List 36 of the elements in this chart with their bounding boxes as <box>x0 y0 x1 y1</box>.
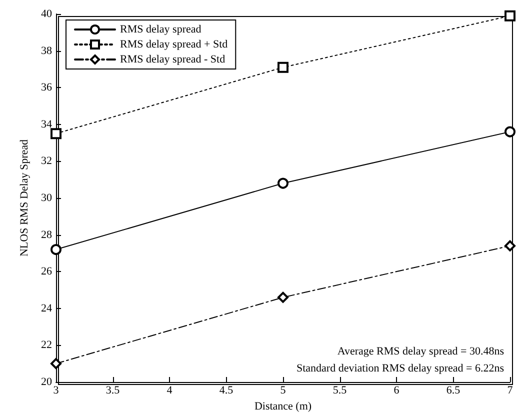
point <box>50 244 62 256</box>
legend-label: RMS delay spread - Std <box>120 54 226 66</box>
point <box>50 128 62 140</box>
point <box>278 62 288 73</box>
y-tick-label: 38 <box>41 44 52 57</box>
legend-label: RMS delay spread <box>120 24 202 36</box>
x-tick-label: 3.5 <box>106 384 120 396</box>
x-tick-label: 6.5 <box>446 384 461 396</box>
x-tick-label: 5 <box>280 384 286 396</box>
y-tick-label: 22 <box>41 339 52 352</box>
x-tick-label: 6 <box>394 384 400 396</box>
point <box>504 10 516 22</box>
x-tick-label: 5.5 <box>332 384 348 396</box>
y-tick-label: 30 <box>41 192 52 204</box>
x-tick-label: 3 <box>53 384 60 396</box>
y-tick-label: 40 <box>41 8 52 20</box>
x-tick-label: 4 <box>166 384 173 396</box>
y-tick-label: 20 <box>41 376 52 388</box>
y-tick-label: 36 <box>41 82 52 94</box>
point <box>504 126 516 138</box>
x-axis-title: Distance (m) <box>254 400 312 412</box>
point <box>504 240 516 252</box>
y-tick-label: 24 <box>41 302 52 314</box>
point <box>278 178 288 189</box>
x-tick-label: 4.5 <box>219 384 234 396</box>
y-tick-label: 34 <box>41 118 52 130</box>
annotation: Standard deviation RMS delay spread = 6.22ns <box>296 362 504 374</box>
y-tick-label: 32 <box>41 155 52 168</box>
y-tick-label: 28 <box>41 228 52 241</box>
point <box>278 292 288 303</box>
point <box>50 358 62 370</box>
y-axis-title: NLOS RMS Delay Spread <box>18 138 31 257</box>
y-tick-label: 26 <box>41 266 52 278</box>
x-tick-label: 7 <box>507 384 514 396</box>
legend-label: RMS delay spread + Std <box>120 38 228 50</box>
annotation: Average RMS delay spread = 30.48ns <box>337 346 504 358</box>
